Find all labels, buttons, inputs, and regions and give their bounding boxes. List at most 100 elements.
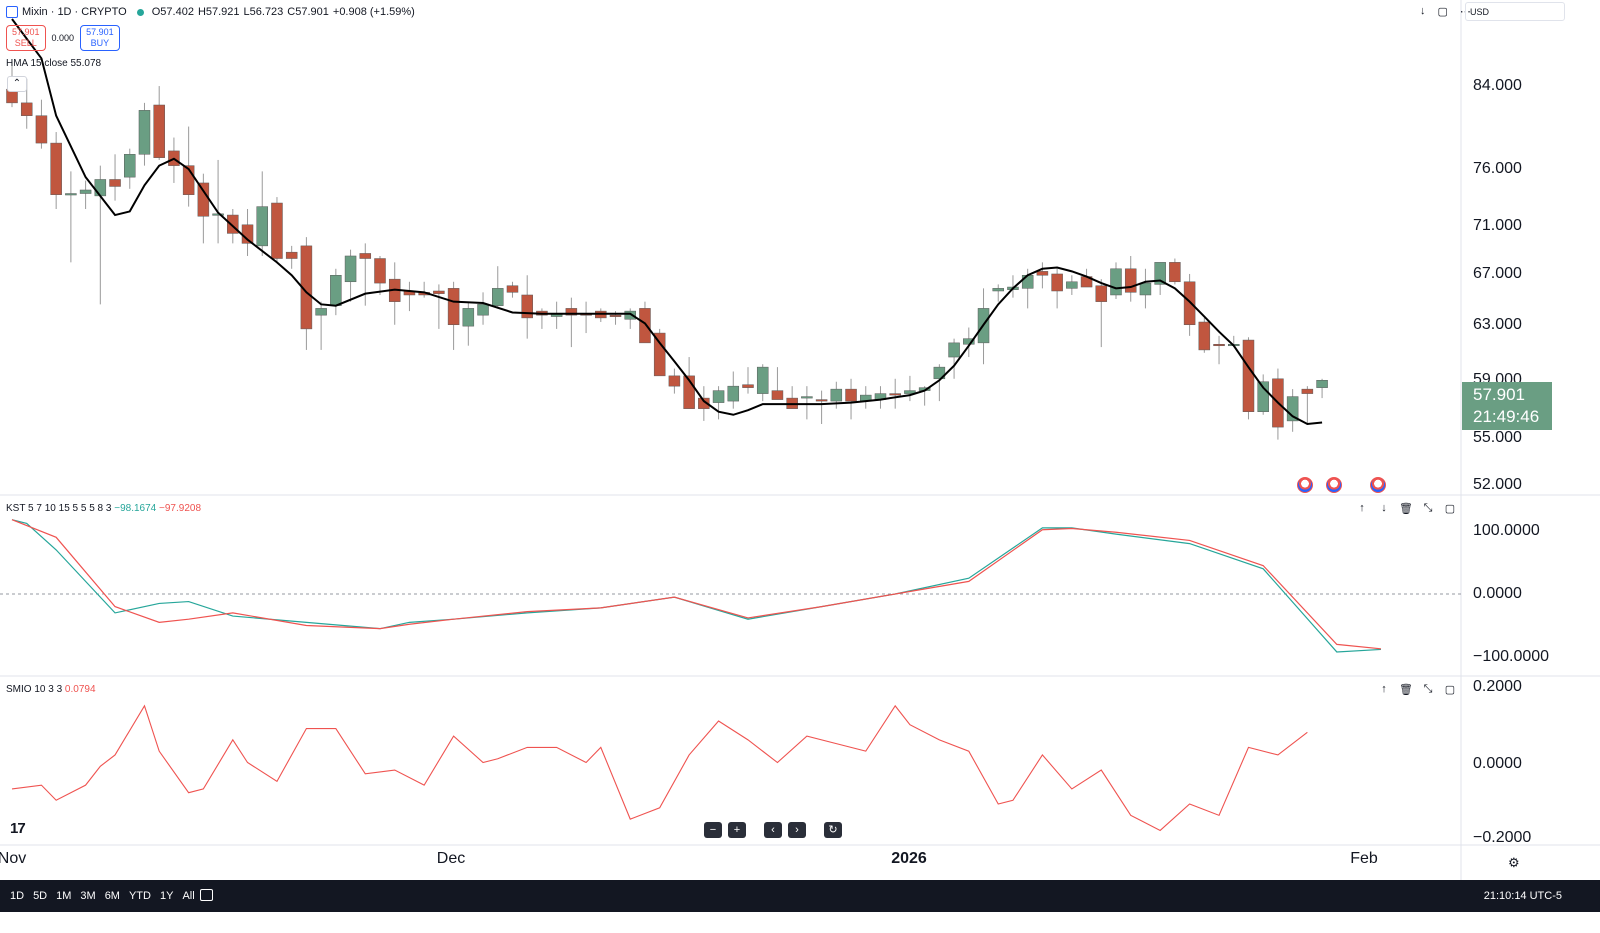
candle-body (506, 285, 519, 293)
hma-line (11, 18, 1323, 426)
smio-pane-tools: ↑ 🗑 ⤡ ▢ (1377, 683, 1457, 696)
smio-tick: 0.0000 (1473, 755, 1522, 772)
reset-chart-button[interactable]: ↻ (824, 822, 842, 838)
candle-body (1066, 281, 1078, 289)
candle-body (1213, 344, 1225, 347)
candle-body (683, 375, 695, 409)
smio-value: 0.0794 (64, 684, 96, 695)
candle-body (447, 288, 460, 326)
scroll-right-button[interactable]: › (788, 822, 806, 838)
currency-selector[interactable]: USD (1465, 2, 1565, 21)
time-label: 2026 (891, 850, 927, 867)
candle-body (271, 202, 283, 259)
candle-body (50, 142, 62, 195)
kst-signal-value: −97.9208 (159, 503, 202, 514)
ohlc-low: L56.723 (243, 6, 284, 18)
sell-button[interactable]: 57.901 SELL (6, 25, 46, 51)
candle-body (285, 251, 298, 259)
candle-body (712, 390, 725, 403)
us-flag-event-icon[interactable] (1326, 477, 1342, 493)
candle-body (477, 304, 489, 316)
candle-body (35, 115, 48, 144)
utc-clock[interactable]: 21:10:14 UTC-5 (1483, 890, 1562, 902)
arrow-down-icon[interactable]: ↓ (1420, 5, 1426, 17)
symbol-name[interactable]: Mixin · 1D · CRYPTO (22, 6, 127, 18)
candle-body (330, 275, 342, 306)
last-price-tag: 57.901 21:49:46 (1462, 382, 1552, 430)
candle-body (1036, 271, 1049, 276)
trash-icon[interactable]: 🗑 (1399, 503, 1413, 515)
candle-body (1183, 281, 1196, 326)
candle-body (94, 179, 107, 197)
kst-legend[interactable]: KST 5 7 10 15 5 5 5 8 3 −98.1674 −97.920… (6, 503, 201, 514)
maximize-icon[interactable]: ▢ (1437, 6, 1448, 18)
candle-body (153, 104, 165, 158)
range-3m[interactable]: 3M (80, 890, 96, 902)
arrow-up-icon[interactable]: ↑ (1381, 683, 1387, 695)
market-status-icon (136, 8, 144, 16)
zoom-out-button[interactable]: − (704, 822, 722, 838)
ohlc-high: H57.921 (197, 6, 240, 18)
candle-body (948, 342, 960, 358)
chart-navigation: − + ‹ › ↻ (704, 822, 842, 838)
collapse-legend-button[interactable]: ⌃ (7, 76, 27, 92)
candle-body (124, 154, 136, 178)
trade-panel: 57.901 SELL 0.000 57.901 BUY (6, 25, 120, 51)
bar-countdown: 21:49:46 (1473, 407, 1540, 426)
sell-price: 57.901 (12, 27, 40, 37)
candle-body (565, 308, 578, 316)
hma-legend[interactable]: HMA 15 close 55.078 (6, 58, 101, 69)
candle-body (845, 388, 857, 402)
trash-icon[interactable]: 🗑 (1399, 684, 1413, 696)
main-pane-tools: ↓ ▢ ⋯ (1420, 5, 1471, 18)
candle-body (1154, 262, 1166, 285)
hma-label: HMA 15 close (6, 58, 68, 69)
range-all[interactable]: All (182, 890, 195, 902)
maximize-icon[interactable]: ▢ (1444, 684, 1456, 696)
candle-body (756, 366, 769, 394)
range-ytd[interactable]: YTD (128, 890, 151, 902)
us-flag-event-icon[interactable] (1297, 477, 1313, 493)
range-5d[interactable]: 5D (33, 890, 48, 902)
candle-body (889, 393, 901, 396)
candle-body (65, 193, 77, 196)
arrow-down-icon[interactable]: ↓ (1381, 502, 1387, 514)
us-flag-event-icon[interactable] (1370, 477, 1386, 493)
range-6m[interactable]: 6M (104, 890, 120, 902)
collapse-icon[interactable]: ⤡ (1423, 683, 1433, 695)
candle-body (315, 308, 327, 316)
candle-body (1021, 275, 1034, 289)
bottom-toolbar: 1D 5D 1M 3M 6M YTD 1Y All 21:10:14 UTC-5 (0, 880, 1600, 912)
price-tick: 71.000 (1473, 217, 1522, 234)
kst-tick: 100.0000 (1473, 522, 1540, 539)
calendar-icon[interactable] (200, 889, 213, 901)
tradingview-logo[interactable]: 17 (10, 820, 26, 837)
candle-body (698, 397, 710, 409)
maximize-icon[interactable]: ▢ (1444, 503, 1456, 515)
last-price: 57.901 (1473, 385, 1525, 404)
kst-series (0, 519, 1461, 653)
candle-body (1198, 321, 1211, 351)
arrow-up-icon[interactable]: ↑ (1359, 502, 1365, 514)
buy-button[interactable]: 57.901 BUY (80, 25, 120, 51)
candle-body (815, 399, 828, 402)
collapse-icon[interactable]: ⤡ (1423, 502, 1433, 514)
smio-legend[interactable]: SMIO 10 3 3 0.0794 (6, 684, 96, 695)
zoom-in-button[interactable]: + (728, 822, 746, 838)
time-label: Nov (0, 850, 27, 867)
candle-body (1124, 268, 1137, 293)
chart-type-icon[interactable] (6, 6, 18, 18)
candle-body (138, 110, 151, 155)
kst-signal-line (11, 519, 1382, 650)
scroll-left-button[interactable]: ‹ (764, 822, 782, 838)
range-1d[interactable]: 1D (10, 890, 25, 902)
price-tick: 55.000 (1473, 429, 1522, 446)
settings-icon[interactable]: ⚙ (1508, 855, 1520, 870)
range-1y[interactable]: 1Y (159, 890, 174, 902)
candle-body (1095, 285, 1108, 302)
kst-line (11, 519, 1381, 653)
time-label: Feb (1350, 850, 1378, 867)
candlestick-series (6, 61, 1328, 440)
range-1m[interactable]: 1M (56, 890, 72, 902)
candle-body (904, 390, 916, 394)
